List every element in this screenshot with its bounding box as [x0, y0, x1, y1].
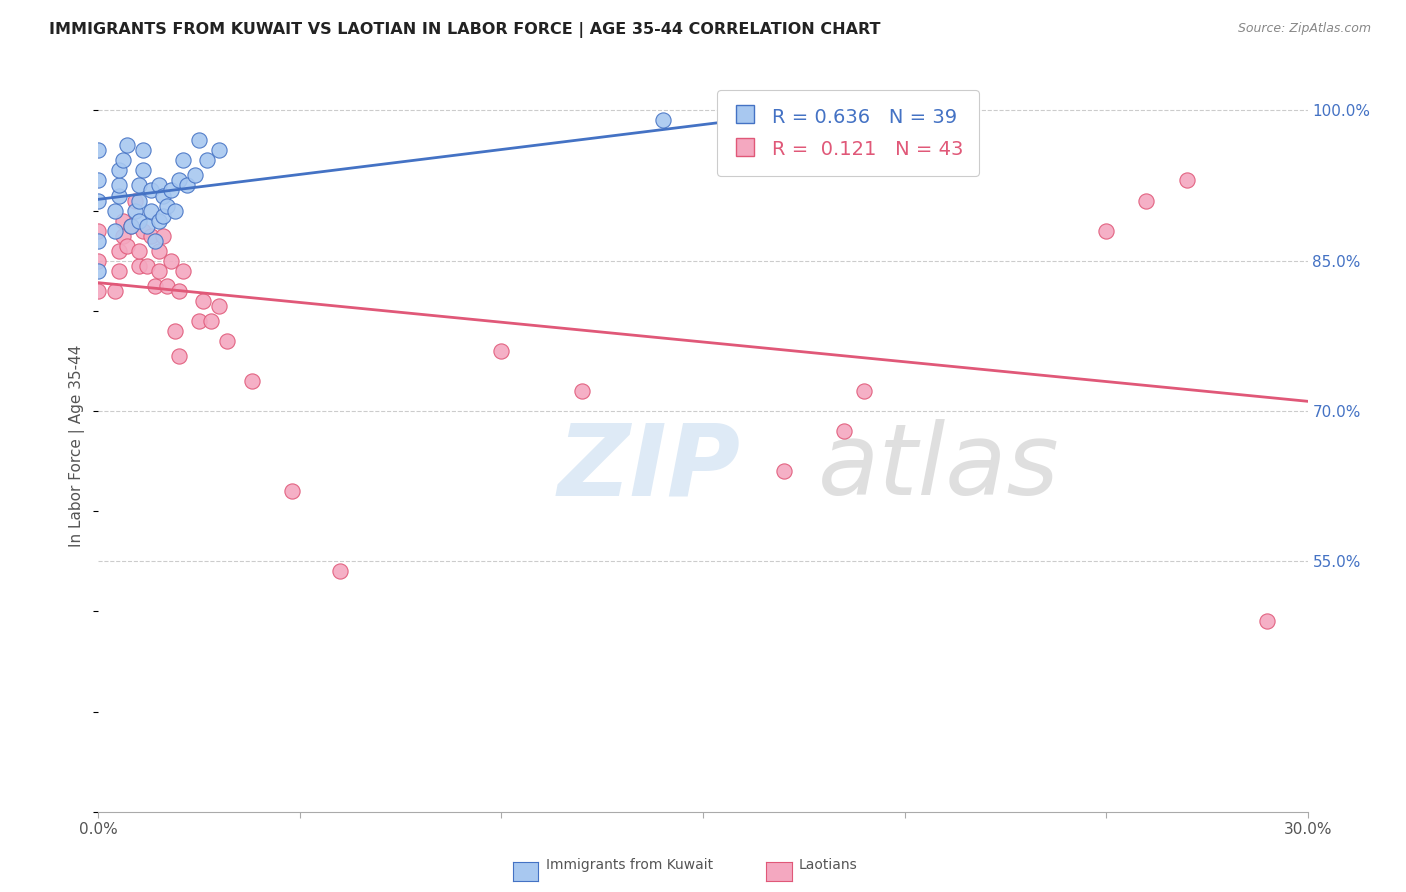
Point	[491, 343, 513, 358]
Point	[167, 173, 190, 187]
Point	[87, 223, 110, 237]
Point	[240, 374, 263, 388]
Point	[167, 284, 190, 298]
Point	[120, 219, 142, 233]
Point	[87, 234, 110, 248]
Point	[329, 564, 352, 578]
Point	[87, 144, 110, 158]
Point	[1135, 194, 1157, 208]
Point	[1095, 223, 1118, 237]
Point	[87, 194, 110, 208]
Point	[208, 144, 231, 158]
Point	[139, 203, 162, 218]
Point	[107, 263, 129, 277]
Text: atlas: atlas	[818, 419, 1060, 516]
Point	[148, 178, 170, 193]
Point	[128, 244, 150, 258]
Text: ZIP: ZIP	[558, 419, 741, 516]
Point	[128, 178, 150, 193]
Point	[208, 299, 231, 313]
Point	[115, 138, 138, 153]
Point	[200, 314, 222, 328]
Point	[135, 259, 157, 273]
Point	[128, 259, 150, 273]
Point	[167, 349, 190, 363]
Point	[832, 424, 855, 438]
Point	[111, 228, 134, 243]
Point	[139, 228, 162, 243]
Y-axis label: In Labor Force | Age 35-44: In Labor Force | Age 35-44	[69, 345, 86, 547]
Point	[143, 278, 166, 293]
Point	[128, 213, 150, 227]
Point	[115, 238, 138, 252]
Point	[132, 163, 155, 178]
Point	[107, 178, 129, 193]
Point	[160, 253, 183, 268]
Text: IMMIGRANTS FROM KUWAIT VS LAOTIAN IN LABOR FORCE | AGE 35-44 CORRELATION CHART: IMMIGRANTS FROM KUWAIT VS LAOTIAN IN LAB…	[49, 22, 880, 38]
Point	[156, 198, 179, 212]
Point	[188, 133, 211, 147]
Legend: R = 0.636   N = 39, R =  0.121   N = 43: R = 0.636 N = 39, R = 0.121 N = 43	[717, 90, 979, 176]
Point	[107, 163, 129, 178]
Point	[87, 284, 110, 298]
Point	[152, 228, 174, 243]
Point	[87, 263, 110, 277]
Point	[107, 188, 129, 202]
Text: Immigrants from Kuwait: Immigrants from Kuwait	[546, 858, 713, 872]
Point	[139, 184, 162, 198]
Point	[128, 194, 150, 208]
Point	[132, 144, 155, 158]
Point	[184, 169, 207, 183]
Point	[172, 263, 194, 277]
Point	[87, 173, 110, 187]
Point	[148, 213, 170, 227]
Point	[124, 203, 146, 218]
Point	[193, 293, 215, 308]
Point	[853, 384, 876, 398]
Point	[135, 219, 157, 233]
Point	[571, 384, 593, 398]
Point	[772, 464, 794, 478]
Point	[160, 184, 183, 198]
Point	[152, 188, 174, 202]
Text: Laotians: Laotians	[799, 858, 858, 872]
Point	[651, 113, 673, 128]
Point	[87, 253, 110, 268]
Point	[934, 103, 956, 118]
Point	[152, 209, 174, 223]
Point	[281, 484, 304, 499]
Point	[172, 153, 194, 168]
Point	[103, 223, 125, 237]
Text: Source: ZipAtlas.com: Source: ZipAtlas.com	[1237, 22, 1371, 36]
Point	[176, 178, 198, 193]
Point	[143, 234, 166, 248]
Point	[107, 244, 129, 258]
Point	[111, 153, 134, 168]
Point	[124, 194, 146, 208]
Point	[1175, 173, 1198, 187]
Point	[148, 263, 170, 277]
Point	[103, 203, 125, 218]
Point	[148, 244, 170, 258]
Point	[217, 334, 239, 348]
Point	[111, 213, 134, 227]
Point	[188, 314, 211, 328]
Point	[156, 278, 179, 293]
Point	[132, 223, 155, 237]
Point	[120, 219, 142, 233]
Point	[163, 324, 186, 338]
Point	[1256, 615, 1278, 629]
Point	[103, 284, 125, 298]
Point	[163, 203, 186, 218]
Point	[195, 153, 218, 168]
